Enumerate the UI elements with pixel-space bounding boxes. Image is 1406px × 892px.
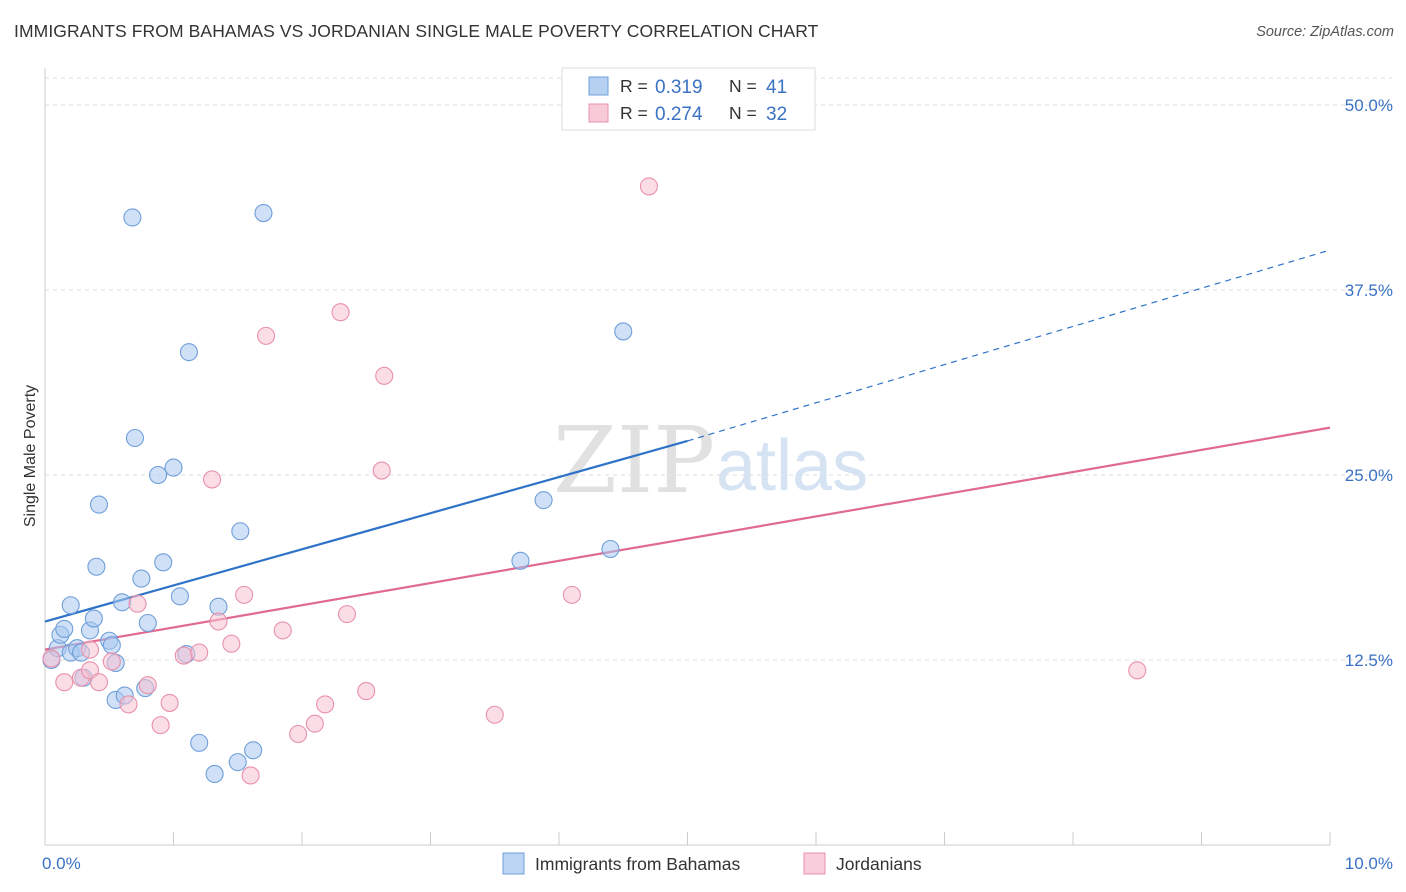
jordanians-point (357, 682, 376, 701)
jordanians-point (89, 673, 109, 692)
bahamas-point (138, 613, 157, 633)
chart-title: IMMIGRANTS FROM BAHAMAS VS JORDANIAN SIN… (14, 21, 819, 41)
jordanians-point (80, 640, 100, 659)
jordanians-point (128, 594, 147, 613)
jordanians-point (190, 643, 209, 662)
stats-box: R = 0.319 N = 41 R = 0.274 N = 32 (561, 67, 816, 131)
bahamas-point (164, 458, 183, 477)
bahamas-swatch (588, 76, 609, 96)
jordanians-point (160, 693, 179, 712)
jordanians-point (316, 695, 335, 714)
jordanians-point (562, 585, 581, 604)
bahamas-point (231, 522, 250, 541)
bahamas-point (123, 208, 142, 227)
bahamas-point (125, 428, 144, 448)
bahamas-trend-line (44, 439, 688, 623)
bahamas-point (534, 491, 553, 510)
y-tick-label: 12.5% (1345, 651, 1393, 670)
jordanians-point (273, 621, 292, 640)
n-value: 41 (766, 77, 787, 98)
r-label: R = (620, 76, 648, 96)
jordanians-point (241, 766, 260, 785)
bahamas-point (190, 733, 209, 752)
bahamas-point (254, 203, 273, 223)
r-value: 0.274 (655, 104, 703, 125)
bahamas-point (228, 753, 247, 772)
jordanians-point (305, 714, 324, 733)
jordanians-point (151, 716, 170, 735)
y-tick-label: 25.0% (1345, 466, 1393, 485)
jordanians-point (174, 646, 193, 665)
n-label: N = (729, 103, 757, 123)
bahamas-point (601, 539, 620, 559)
bahamas-point (102, 636, 121, 655)
jordanians-point (119, 695, 138, 714)
source-label: Source: ZipAtlas.com (1256, 24, 1394, 40)
bahamas-point (113, 593, 132, 612)
y-axis-label: Single Male Poverty (22, 385, 39, 527)
legend-jordanians-swatch (803, 852, 826, 875)
trend-lines (44, 249, 1331, 651)
bahamas-point (244, 741, 263, 760)
jordanians-point (289, 724, 308, 744)
legend: Immigrants from Bahamas Jordanians (502, 852, 922, 875)
jordanians-point (1128, 661, 1147, 680)
gridlines (45, 77, 1392, 661)
y-tick-label: 37.5% (1345, 281, 1393, 300)
r-label: R = (620, 103, 648, 123)
legend-jordanians-label: Jordanians (836, 854, 922, 874)
jordanians-point (102, 652, 121, 671)
jordanians-point (256, 326, 276, 345)
jordanians-swatch (588, 103, 609, 123)
bahamas-point (89, 495, 109, 514)
legend-bahamas-label: Immigrants from Bahamas (535, 854, 740, 874)
jordanians-trend-line (44, 426, 1331, 651)
y-tick-labels: 12.5% 25.0% 37.5% 50.0% (1345, 96, 1393, 670)
bahamas-point (205, 764, 224, 784)
x-tick-label: 10.0% (1345, 854, 1393, 873)
bahamas-point (614, 322, 633, 341)
jordanians-point (209, 612, 228, 631)
jordanians-point (222, 634, 241, 653)
jordanians-point (235, 585, 254, 604)
bahamas-trend-extension (687, 249, 1331, 442)
watermark-atlas: atlas (716, 426, 868, 506)
x-tick-labels: 0.0% 10.0% (42, 854, 1393, 873)
bahamas-point (84, 609, 103, 628)
jordanians-point (485, 705, 504, 724)
jordanians-point (639, 177, 659, 196)
jordanians-point (138, 676, 157, 695)
n-label: N = (729, 76, 757, 96)
bahamas-point (87, 557, 106, 576)
data-points (42, 177, 1147, 785)
legend-bahamas-swatch (502, 852, 525, 875)
n-value: 32 (766, 104, 787, 125)
jordanians-point (203, 470, 222, 489)
y-tick-label: 50.0% (1345, 96, 1393, 115)
r-value: 0.319 (655, 77, 703, 98)
jordanians-point (375, 366, 394, 385)
x-tick-label: 0.0% (42, 854, 81, 873)
jordanians-point (55, 673, 74, 692)
bahamas-point (179, 343, 198, 362)
watermark: ZIP atlas (553, 407, 868, 514)
jordanians-point (331, 303, 350, 322)
x-ticks (173, 832, 1331, 845)
watermark-zip: ZIP (553, 407, 715, 514)
bahamas-point (511, 551, 530, 570)
bahamas-point (55, 619, 74, 638)
jordanians-point (372, 461, 391, 480)
bahamas-point (132, 569, 151, 588)
bahamas-point (61, 596, 80, 615)
bahamas-point (149, 465, 168, 485)
bahamas-point (170, 587, 189, 606)
jordanians-point (42, 649, 61, 668)
jordanians-point (337, 605, 357, 624)
bahamas-point (154, 553, 173, 572)
